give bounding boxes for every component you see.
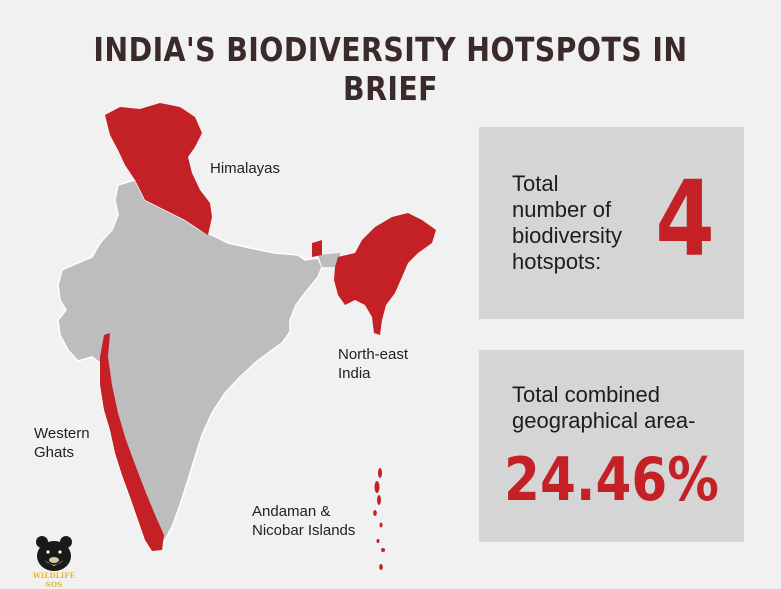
label-northeast: North-east India <box>338 346 409 382</box>
area-card: Total combined geographical area- 24.46% <box>479 350 744 542</box>
india-mainland <box>57 179 323 551</box>
logo-text: WILDLIFE SOS <box>32 571 76 589</box>
area-text: Total combined geographical area- <box>512 382 696 433</box>
hotspot-count-text: Total number of biodiversity hotspots: <box>512 171 623 274</box>
label-western-ghats: Western Ghats <box>34 425 90 461</box>
hotspot-count-value: 4 <box>655 158 715 280</box>
western-ghats-region <box>100 333 164 551</box>
label-andaman: Andaman & Nicobar Islands <box>252 503 356 539</box>
page-title: INDIA'S BIODIVERSITY HOTSPOTS IN BRIEF <box>93 30 688 108</box>
hotspot-count-card: Total number of biodiversity hotspots: 4 <box>479 127 744 319</box>
himalayas-region <box>105 103 212 235</box>
andaman-islands <box>373 468 385 570</box>
label-himalayas: Himalayas <box>210 160 281 177</box>
northeast-region <box>334 213 436 335</box>
bear-icon <box>36 536 72 571</box>
area-value: 24.46% <box>504 445 719 515</box>
wildlife-sos-logo: WILDLIFE SOS <box>24 530 84 589</box>
india-map <box>57 103 436 570</box>
